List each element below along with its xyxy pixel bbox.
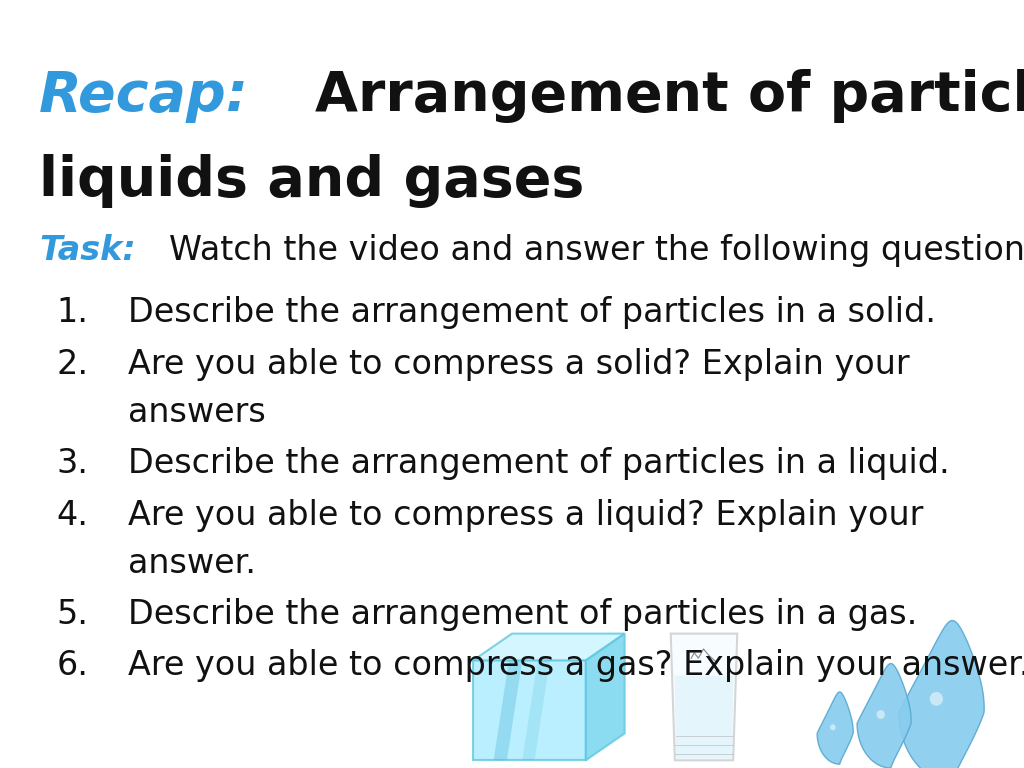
Text: Task:: Task:	[39, 234, 135, 267]
Text: Describe the arrangement of particles in a liquid.: Describe the arrangement of particles in…	[128, 447, 949, 480]
Text: 4.: 4.	[56, 499, 88, 532]
Ellipse shape	[877, 710, 885, 719]
Polygon shape	[473, 660, 586, 760]
Text: Arrangement of particles in solids,: Arrangement of particles in solids,	[315, 69, 1024, 123]
Text: Are you able to compress a gas? Explain your answer.: Are you able to compress a gas? Explain …	[128, 649, 1024, 682]
Text: 5.: 5.	[56, 598, 88, 631]
Text: Describe the arrangement of particles in a solid.: Describe the arrangement of particles in…	[128, 296, 936, 329]
Polygon shape	[522, 660, 550, 760]
Polygon shape	[473, 634, 625, 660]
Text: 1.: 1.	[56, 296, 88, 329]
Text: answer.: answer.	[128, 547, 256, 580]
Ellipse shape	[930, 692, 943, 706]
Text: 6.: 6.	[56, 649, 88, 682]
Text: answers: answers	[128, 396, 266, 429]
Text: Describe the arrangement of particles in a gas.: Describe the arrangement of particles in…	[128, 598, 918, 631]
Polygon shape	[857, 664, 911, 768]
Text: Are you able to compress a liquid? Explain your: Are you able to compress a liquid? Expla…	[128, 499, 924, 532]
Text: 2.: 2.	[56, 348, 88, 381]
Polygon shape	[675, 676, 733, 759]
Text: 3.: 3.	[56, 447, 88, 480]
Polygon shape	[899, 621, 984, 768]
Polygon shape	[671, 634, 737, 760]
Polygon shape	[817, 692, 853, 764]
Text: Are you able to compress a solid? Explain your: Are you able to compress a solid? Explai…	[128, 348, 909, 381]
Text: Recap:: Recap:	[39, 69, 249, 123]
Text: Watch the video and answer the following questions:: Watch the video and answer the following…	[169, 234, 1024, 267]
Polygon shape	[494, 660, 522, 760]
Text: liquids and gases: liquids and gases	[39, 154, 585, 207]
Ellipse shape	[830, 724, 836, 730]
Polygon shape	[586, 634, 625, 760]
